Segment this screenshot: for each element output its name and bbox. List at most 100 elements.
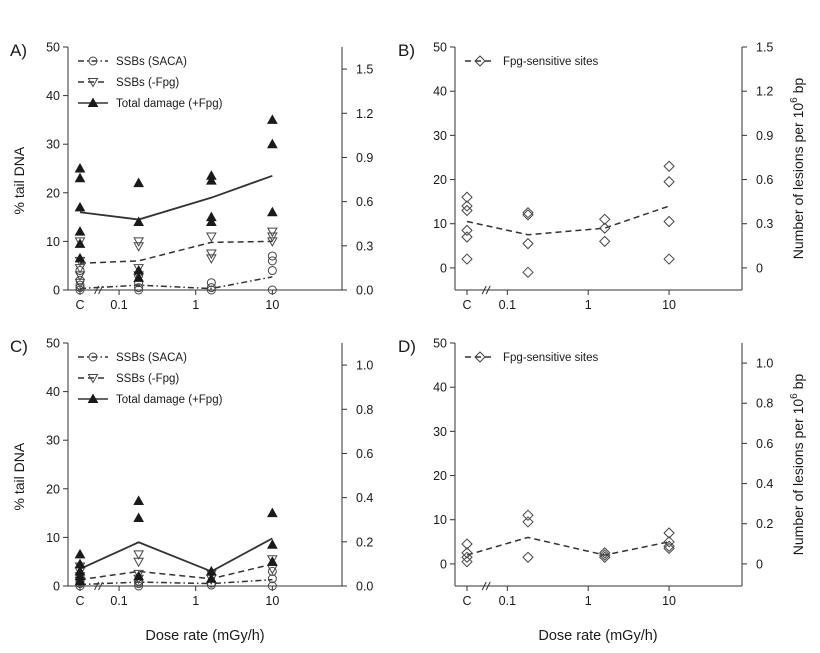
data-point	[75, 280, 85, 290]
data-point	[267, 285, 277, 295]
legend-label: SSBs (-Fpg)	[116, 77, 179, 89]
data-point	[663, 540, 675, 552]
data-point	[522, 266, 534, 279]
right-tick-label: 0.6	[356, 195, 373, 209]
legend: Fpg-sensitive sites	[465, 351, 598, 364]
data-point	[663, 253, 675, 265]
data-point	[133, 512, 144, 522]
data-point	[206, 278, 216, 288]
data-point	[522, 516, 534, 528]
left-axis-title: % tail DNA	[11, 442, 27, 510]
data-point	[206, 565, 217, 576]
x-tick-label: 10	[265, 298, 279, 312]
right-tick-label: 0.9	[756, 129, 773, 143]
x-tick-label: 10	[265, 594, 279, 608]
series-3	[74, 114, 278, 282]
data-point	[206, 573, 217, 583]
data-point	[599, 222, 611, 234]
right-tick-label: 0.0	[356, 284, 373, 298]
data-point	[133, 495, 144, 505]
legend-label: SSBs (SACA)	[116, 56, 187, 68]
data-point	[206, 175, 217, 185]
data-point	[74, 575, 86, 586]
axis-break-mark	[98, 285, 103, 295]
left-tick-label: 50	[433, 337, 447, 351]
legend-marker	[88, 352, 98, 362]
panel-label: B)	[398, 41, 415, 60]
x-tick-label: 0.1	[499, 298, 516, 312]
data-point	[267, 507, 278, 518]
legend: SSBs (SACA) SSBs (-Fpg) Total damage (+Fpg…	[78, 56, 223, 110]
right-tick-label: 1.5	[356, 63, 373, 77]
axis-break-mark	[98, 581, 103, 591]
right-axis-title: Number of lesions per 106 bp	[789, 374, 806, 556]
right-tick-label: 1.0	[356, 359, 373, 373]
right-tick-label: 0.8	[756, 397, 773, 411]
right-tick-label: 1.2	[356, 107, 373, 121]
data-point	[267, 251, 277, 261]
data-point	[663, 536, 675, 548]
trend-line	[79, 578, 273, 586]
x-tick-label: 0.1	[110, 594, 127, 608]
x-tick-label: 1	[192, 298, 199, 312]
trend-line	[466, 536, 670, 556]
data-point	[267, 232, 278, 243]
data-point	[74, 201, 86, 212]
panel-label: A)	[10, 41, 27, 60]
left-tick-label: 50	[433, 41, 447, 55]
data-point	[461, 555, 473, 568]
left-tick-label: 0	[53, 284, 60, 298]
panel-label: D)	[398, 337, 416, 356]
left-tick-label: 40	[46, 385, 60, 399]
left-tick-label: 40	[433, 85, 447, 99]
data-point	[74, 237, 86, 247]
legend-marker	[87, 374, 99, 384]
data-point	[461, 200, 473, 212]
axis-break-mark	[481, 581, 487, 591]
data-point	[133, 216, 144, 226]
left-tick-label: 20	[433, 173, 447, 187]
data-point	[206, 232, 217, 243]
series-2	[74, 227, 278, 289]
data-point	[599, 549, 611, 561]
data-point	[267, 114, 278, 124]
data-point	[599, 551, 611, 563]
left-tick-label: 30	[46, 138, 60, 152]
left-tick-label: 10	[433, 513, 447, 527]
right-tick-label: 1.2	[756, 85, 773, 99]
data-point	[267, 138, 278, 149]
right-tick-label: 0	[756, 261, 763, 275]
left-tick-label: 30	[46, 434, 60, 448]
left-tick-label: 20	[46, 186, 60, 200]
data-point	[133, 265, 144, 275]
trend-line	[79, 174, 273, 221]
right-tick-label: 1.0	[756, 357, 773, 371]
series-3	[74, 495, 278, 586]
x-tick-label: 1	[585, 298, 592, 312]
right-tick-label: 0.3	[756, 217, 773, 231]
trend-line	[79, 563, 273, 581]
x-tick-label: 1	[192, 594, 199, 608]
data-point	[206, 249, 217, 260]
data-point	[134, 285, 144, 295]
data-point	[267, 555, 278, 565]
left-tick-label: 10	[46, 235, 60, 249]
data-point	[74, 558, 86, 569]
left-tick-label: 10	[46, 531, 60, 545]
data-point	[461, 551, 473, 563]
x-tick-label: C	[462, 594, 471, 608]
data-point	[133, 237, 144, 247]
right-tick-label: 0.6	[756, 437, 773, 451]
right-tick-label: 0.2	[356, 535, 373, 549]
data-point	[461, 231, 473, 243]
data-point	[461, 191, 473, 203]
legend-marker	[87, 97, 99, 107]
data-point	[74, 226, 86, 236]
data-point	[133, 264, 144, 274]
left-tick-label: 30	[433, 129, 447, 143]
data-point	[267, 566, 277, 576]
trend-line	[466, 205, 670, 236]
data-point	[267, 556, 278, 566]
data-point	[75, 283, 85, 293]
